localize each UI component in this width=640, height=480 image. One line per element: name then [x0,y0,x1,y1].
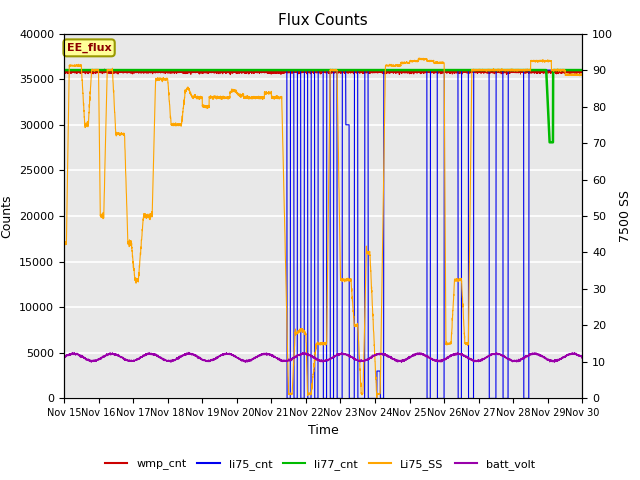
wmp_cnt [259,68,266,74]
Li75_SS [371,355,379,360]
li75_cnt [258,67,266,73]
Line: wmp_cnt: wmp_cnt [64,69,582,74]
wmp_cnt [154,69,162,74]
batt_volt [371,352,379,358]
li77_cnt [60,67,68,73]
Li75_SS [154,76,162,82]
batt_volt [259,352,266,358]
Legend: wmp_cnt, li75_cnt, li77_cnt, Li75_SS, batt_volt: wmp_cnt, li75_cnt, li77_cnt, Li75_SS, ba… [100,455,540,474]
wmp_cnt [227,72,234,77]
li75_cnt [579,67,586,73]
Li75_SS [486,68,494,73]
Li75_SS [415,55,423,61]
Li75_SS [258,95,266,101]
Li75_SS [447,339,455,345]
li75_cnt [283,396,291,401]
li77_cnt [371,67,379,73]
wmp_cnt [486,69,494,74]
batt_volt [397,358,405,364]
Line: li75_cnt: li75_cnt [64,70,582,398]
batt_volt [154,353,162,359]
li75_cnt [397,67,405,73]
Li75_SS [579,72,586,78]
li77_cnt [258,67,266,73]
batt_volt [486,352,494,358]
li77_cnt [546,139,554,145]
wmp_cnt [579,71,586,76]
wmp_cnt [60,69,68,75]
batt_volt [184,349,192,355]
Li75_SS [60,240,68,246]
li77_cnt [154,67,162,73]
Y-axis label: Counts: Counts [1,194,13,238]
Text: EE_flux: EE_flux [67,43,111,53]
Li75_SS [373,396,381,401]
li75_cnt [447,67,455,73]
li77_cnt [486,67,494,73]
Y-axis label: 7500 SS: 7500 SS [619,190,632,242]
batt_volt [60,354,68,360]
li75_cnt [486,396,494,401]
batt_volt [397,360,405,365]
li77_cnt [397,67,405,73]
wmp_cnt [447,69,455,74]
batt_volt [447,353,455,359]
Title: Flux Counts: Flux Counts [278,13,368,28]
wmp_cnt [100,66,108,72]
Line: Li75_SS: Li75_SS [64,58,582,398]
Line: batt_volt: batt_volt [64,352,582,362]
li77_cnt [447,67,454,73]
li77_cnt [579,67,586,73]
batt_volt [579,354,586,360]
Line: li77_cnt: li77_cnt [64,70,582,142]
Li75_SS [397,60,405,66]
li75_cnt [154,67,162,73]
wmp_cnt [397,69,405,75]
wmp_cnt [371,69,379,74]
li75_cnt [60,67,68,73]
X-axis label: Time: Time [308,424,339,437]
li75_cnt [371,396,379,401]
